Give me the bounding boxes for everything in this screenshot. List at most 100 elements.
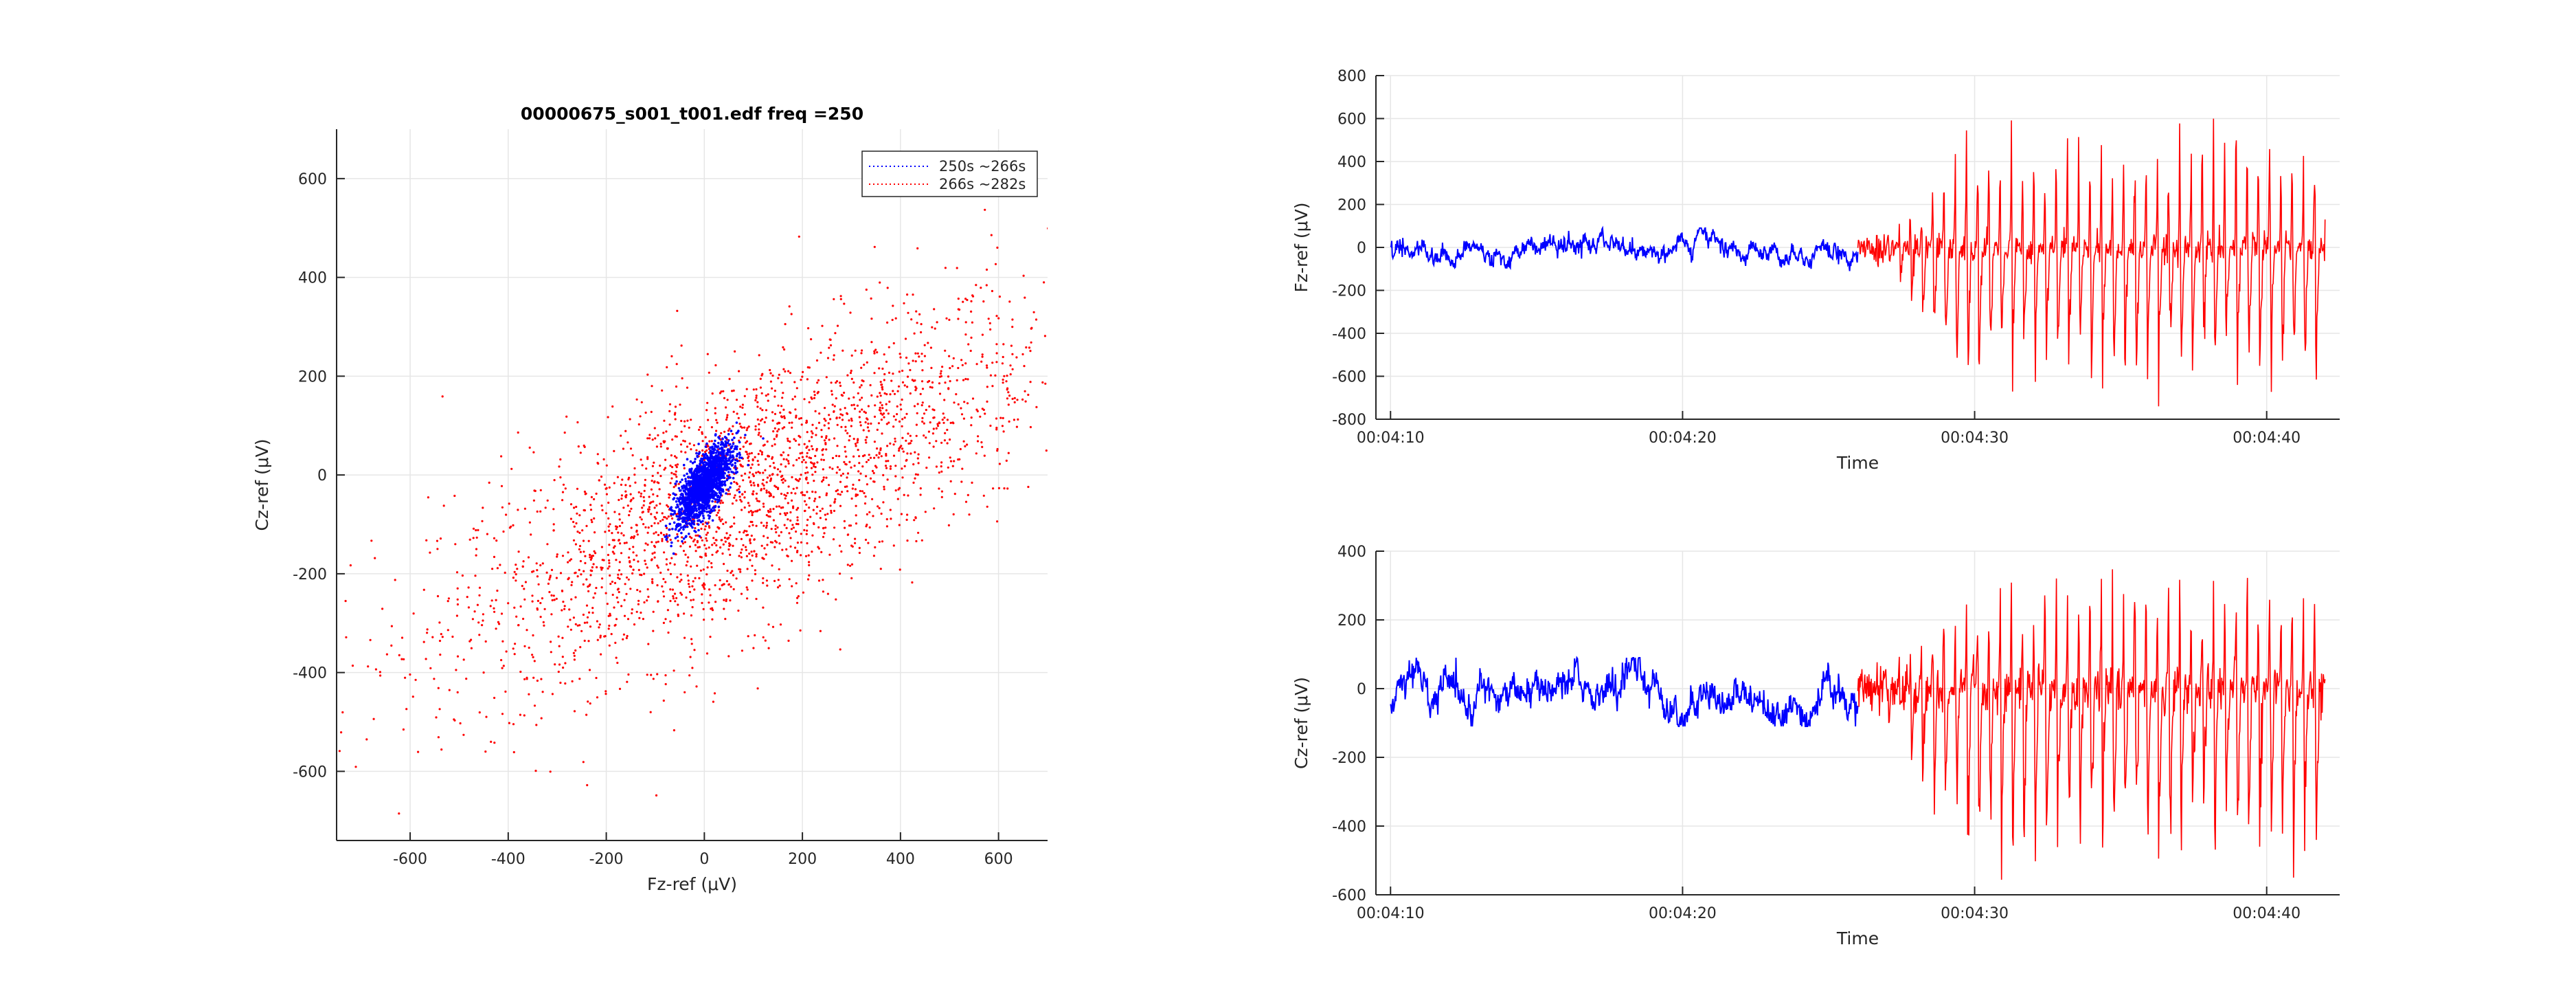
scatter-point [738,568,741,570]
scatter-point [996,520,999,523]
scatter-point [910,439,913,443]
scatter-point [692,580,694,583]
scatter-point [661,537,664,541]
scatter-point [569,628,573,631]
scatter-point [589,553,591,557]
scatter-point [715,514,718,517]
scatter-point [863,502,867,505]
scatter-point [795,479,799,482]
scatter-point [754,572,757,576]
scatter-point [858,551,861,555]
scatter-point [849,564,852,567]
scatter-point [769,510,772,513]
scatter-point [910,318,913,321]
scatter-point [906,513,909,516]
scatter-point [1025,346,1028,349]
scatter-point [801,375,804,378]
scatter-point [947,466,949,469]
scatter-point [573,506,576,509]
scatter-point [958,309,961,311]
scatter-point [804,477,807,480]
scatter-point [600,568,603,571]
scatter-point [795,530,798,533]
scatter-point [536,679,539,682]
scatter-point [688,586,691,588]
scatter-point [685,521,688,524]
scatter-point [467,586,470,589]
scatter-point [889,509,892,511]
scatter-point [700,470,703,473]
scatter-point [765,526,768,529]
scatter-point [787,439,789,443]
scatter-point [601,577,604,580]
scatter-point [880,419,883,421]
scatter-point [931,386,934,389]
scatter-point [605,487,608,490]
scatter-point [670,557,673,559]
scatter-point [610,633,613,636]
scatter-point [701,520,704,523]
scatter-point [820,550,823,554]
scatter-point [583,490,587,493]
scatter-point [803,398,806,401]
scatter-point [381,608,384,610]
scatter-point [833,509,836,513]
scatter-point [833,405,836,408]
scatter-point [916,412,918,414]
scatter-point [782,506,784,509]
scatter-point [773,395,776,398]
scatter-point [769,368,771,372]
scatter-point [536,599,540,603]
scatter-point [567,561,569,564]
scatter-point [600,653,602,656]
scatter-point [505,650,508,653]
scatter-point [708,560,710,563]
scatter-point [699,463,701,466]
scatter-point [812,463,815,466]
scatter-point [467,606,471,609]
scatter-point [984,412,986,415]
scatter-point [753,484,756,487]
scatter-point [714,433,717,436]
scatter-point [690,565,692,568]
scatter-point [704,445,708,448]
scatter-point [512,647,515,650]
scatter-point [673,486,675,489]
scatter-point [1030,341,1032,344]
scatter-point [475,548,478,550]
scatter-point [767,393,769,396]
scatter-point [774,539,777,542]
scatter-point [526,629,528,632]
scatter-point [725,419,728,421]
scatter-point [808,366,811,369]
scatter-point [714,539,717,542]
scatter-point [550,568,554,572]
scatter-point [964,333,967,336]
scatter-point [830,509,833,512]
scatter-point [912,463,915,466]
scatter-point [517,550,520,553]
scatter-point [729,534,732,537]
scatter-point [573,525,576,528]
scatter-point [677,518,681,521]
scatter-point [773,412,777,416]
scatter-point [755,498,758,500]
scatter-point [563,605,566,608]
scatter-point [651,480,653,482]
scatter-point [719,588,721,590]
scatter-point [685,493,688,496]
scatter-point [596,638,599,641]
scatter-point [756,418,759,421]
scatter-point [866,483,868,486]
scatter-point [471,618,475,621]
scatter-point [846,490,849,493]
scatter-point [820,436,823,438]
scatter-point [677,539,679,542]
scatter-point [979,415,982,418]
scatter-point [628,514,631,517]
x-tick-label: -600 [393,851,427,868]
scatter-point [626,618,630,621]
scatter-point [637,423,640,426]
scatter-point [536,575,539,578]
scatter-point [630,537,633,539]
